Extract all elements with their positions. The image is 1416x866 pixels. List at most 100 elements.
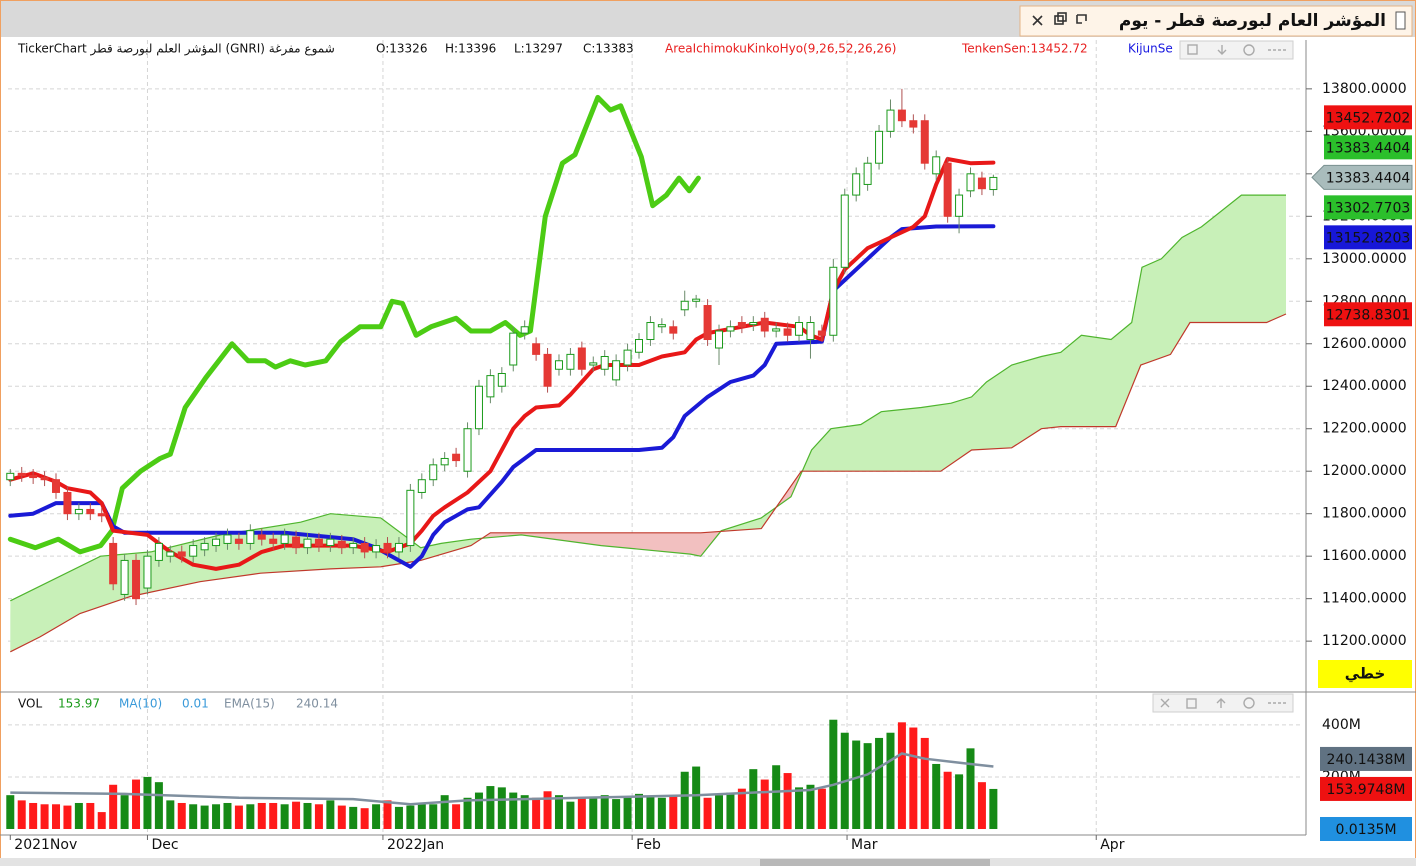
value-label: 12738.8301: [1326, 307, 1411, 323]
candle-body: [680, 300, 689, 311]
chart-header: TickerChart المؤشر العلم لبورصة قطر (GNR…: [17, 42, 335, 57]
maximize-icon[interactable]: [1187, 44, 1198, 55]
candle-body: [486, 375, 495, 398]
y-tick-label: 12000.0000: [1322, 463, 1407, 479]
volume-indicator: 0.01: [182, 697, 209, 711]
volume-bar: [554, 795, 563, 829]
down-icon[interactable]: [1217, 45, 1227, 55]
volume-bar: [63, 805, 72, 829]
candle-body: [349, 542, 358, 549]
candle-body: [383, 542, 392, 553]
x-tick-label: 2022Jan: [387, 837, 444, 853]
volume-bar: [383, 800, 392, 829]
candle-body: [166, 551, 175, 557]
x-tick-label: Apr: [1100, 837, 1124, 853]
indicator-label: TenkenSen:13452.72: [961, 42, 1088, 56]
close-icon[interactable]: [1160, 698, 1170, 708]
volume-bar: [875, 737, 884, 829]
volume-bar: [646, 796, 655, 829]
candle-body: [955, 194, 964, 217]
indicator-label: AreaIchimokuKinkoHyo(9,26,52,26,26): [665, 42, 896, 56]
volume-indicator: 153.97: [58, 697, 100, 711]
candle-body: [692, 298, 701, 302]
volume-bar: [200, 805, 209, 829]
candle-body: [120, 559, 129, 595]
volume-bar: [223, 802, 232, 829]
candle-body: [109, 542, 118, 585]
y-tick-label: 11200.0000: [1322, 633, 1407, 649]
settings-icon[interactable]: [1243, 44, 1255, 56]
style-button[interactable]: [1318, 660, 1412, 688]
volume-bar: [497, 787, 506, 829]
candle-body: [223, 534, 232, 544]
candle-body: [177, 551, 186, 557]
pane-toolbar[interactable]: [1179, 40, 1294, 60]
volume-bar: [669, 796, 678, 829]
toolbar-icons: [1160, 44, 1288, 709]
candle-body: [17, 472, 26, 476]
volume-bar: [657, 797, 666, 829]
volume-bar: [314, 804, 323, 829]
candle-body: [989, 176, 998, 191]
candle-body: [806, 322, 815, 341]
volume-bar: [120, 795, 129, 829]
volume-bar: [212, 804, 221, 829]
candle-body: [520, 326, 529, 334]
candle-body: [303, 538, 312, 549]
candle-body: [246, 530, 255, 544]
volume-bar: [189, 804, 198, 829]
candle-body: [589, 362, 598, 366]
candle-body: [623, 349, 632, 366]
candles: [6, 88, 998, 606]
senkou-line: [10, 194, 1286, 602]
candle-body: [795, 322, 804, 336]
value-label-box: [1320, 746, 1412, 771]
candle-body: [74, 508, 83, 515]
candle-body: [897, 109, 906, 122]
candle-body: [280, 534, 289, 544]
scrollbar[interactable]: [0, 858, 1416, 866]
candle-body: [863, 162, 872, 185]
volume-bar: [600, 795, 609, 829]
candle-body: [943, 162, 952, 217]
candle-body: [40, 477, 49, 481]
volume-bar: [955, 774, 964, 829]
restore-button[interactable]: [1054, 15, 1064, 25]
candle-body: [646, 322, 655, 341]
volume-bar: [977, 782, 986, 829]
volume-indicator: VOL: [18, 697, 42, 711]
candle-body: [189, 545, 198, 557]
candle-body: [269, 538, 278, 544]
volume-bar: [920, 737, 929, 829]
volume-bar: [852, 740, 861, 829]
x-tick-label: 2021Nov: [14, 837, 77, 853]
volume-bar: [772, 765, 781, 829]
candle-body: [977, 177, 986, 190]
candle-body: [6, 472, 15, 481]
candle-body: [314, 538, 323, 547]
tab-checkbox[interactable]: [1395, 11, 1406, 30]
volume-bar: [109, 784, 118, 829]
settings-icon[interactable]: [1243, 697, 1255, 709]
window-title: المؤشر العام لبورصة قطر - يوم: [1119, 11, 1386, 31]
y-tick-label: 11400.0000: [1322, 591, 1407, 607]
ohlc-value: O:13326: [376, 42, 427, 56]
volume-bar: [246, 804, 255, 829]
candle-body: [52, 479, 61, 493]
candle-body: [440, 457, 449, 466]
value-label: 0.0135M: [1335, 822, 1396, 838]
volume-bar: [783, 773, 792, 829]
up-icon[interactable]: [1216, 698, 1226, 708]
volume-bar: [97, 812, 106, 829]
volume-toolbar[interactable]: [1152, 693, 1294, 713]
scrollbar-thumb[interactable]: [760, 859, 990, 866]
maximize-icon[interactable]: [1186, 698, 1197, 709]
ohlc-value: C:13383: [583, 42, 634, 56]
detach-button[interactable]: [1076, 14, 1087, 24]
close-button[interactable]: [1032, 15, 1043, 26]
candle-body: [154, 542, 163, 561]
value-label: 153.9748M: [1327, 782, 1406, 798]
candle-body: [360, 542, 369, 553]
volume-bar: [280, 804, 289, 829]
volume-bar: [463, 797, 472, 829]
